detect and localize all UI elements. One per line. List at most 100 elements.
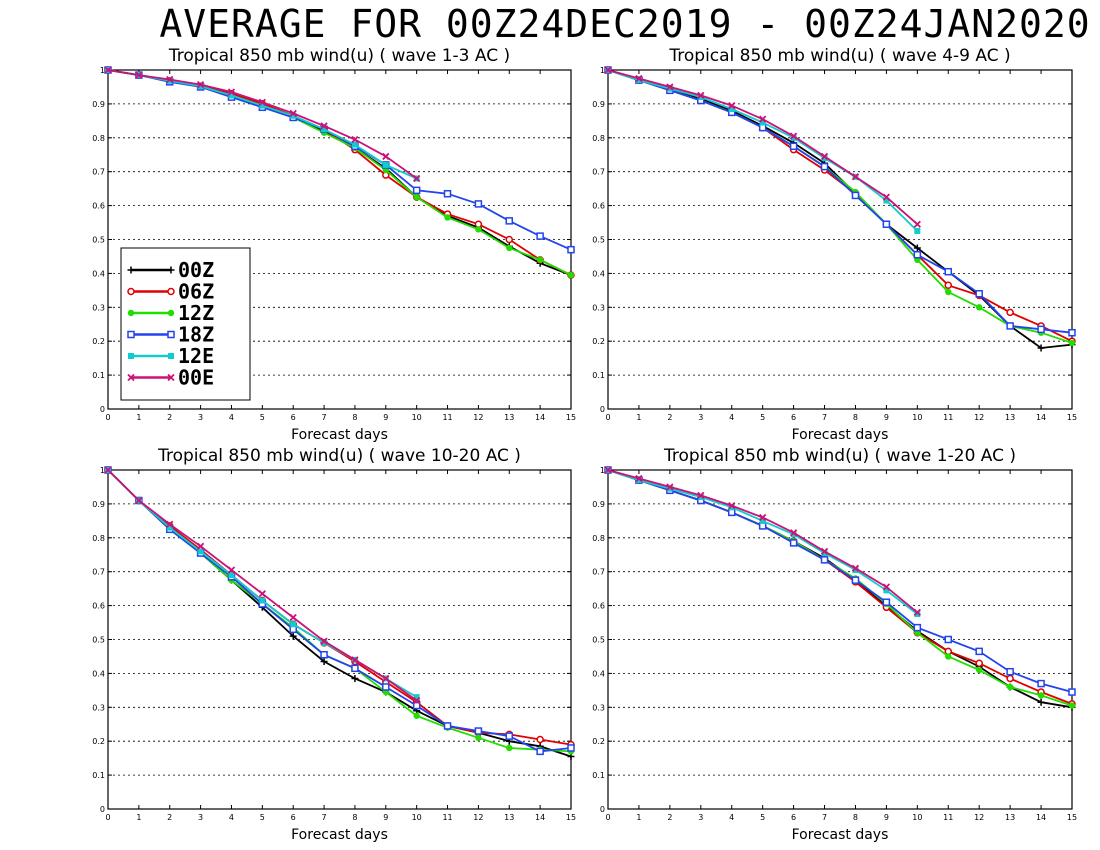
y-tick-label: 0.8 xyxy=(592,534,605,543)
data-point xyxy=(227,88,236,96)
x-tick-label: 9 xyxy=(884,813,889,822)
x-tick-label: 12 xyxy=(473,813,483,822)
x-tick-label: 4 xyxy=(229,413,234,422)
data-point xyxy=(1006,308,1014,317)
data-point xyxy=(820,162,829,171)
legend-label: 00E xyxy=(178,366,214,390)
x-tick-label: 10 xyxy=(412,813,422,822)
data-point xyxy=(697,91,705,100)
chart-title: Tropical 850 mb wind(u) ( wave 1-20 AC ) xyxy=(663,446,1016,466)
data-point xyxy=(944,267,953,276)
data-point xyxy=(475,226,482,233)
data-point xyxy=(505,732,514,740)
x-tick-label: 5 xyxy=(760,413,765,422)
y-tick-label: 1 xyxy=(100,466,105,475)
data-point xyxy=(321,639,328,646)
legend-label: 12Z xyxy=(178,301,214,325)
x-axis-label: Forecast days xyxy=(291,827,388,843)
data-point xyxy=(413,696,421,705)
data-point xyxy=(413,694,420,701)
y-tick-label: 0.3 xyxy=(92,703,105,712)
y-tick-label: 0.2 xyxy=(592,337,605,346)
x-tick-label: 13 xyxy=(504,813,514,822)
series-12z xyxy=(104,66,575,279)
data-point xyxy=(789,539,798,547)
chart-panel-4: Tropical 850 mb wind(u) ( wave 1-20 AC )… xyxy=(592,446,1077,843)
x-tick-label: 3 xyxy=(198,413,203,422)
x-tick-label: 12 xyxy=(974,413,984,422)
y-tick-label: 0 xyxy=(100,805,105,814)
series-line xyxy=(607,69,1073,349)
data-point xyxy=(351,141,358,148)
series-line xyxy=(107,69,572,251)
legend-entry-18z: 18Z xyxy=(127,323,214,347)
x-tick-label: 9 xyxy=(884,413,889,422)
data-point xyxy=(290,112,297,119)
data-point xyxy=(1068,688,1076,696)
x-tick-label: 8 xyxy=(352,413,357,422)
y-tick-label: 0.7 xyxy=(592,568,605,577)
x-tick-label: 6 xyxy=(291,813,296,822)
data-point xyxy=(104,466,112,474)
data-point xyxy=(1068,339,1076,347)
data-point xyxy=(666,85,673,92)
data-point xyxy=(851,191,860,200)
x-tick-label: 11 xyxy=(442,413,452,422)
x-tick-label: 4 xyxy=(729,813,734,822)
y-tick-label: 0.3 xyxy=(92,303,105,312)
series-line xyxy=(107,469,572,758)
x-tick-label: 2 xyxy=(667,413,672,422)
data-point xyxy=(197,83,204,90)
series-line xyxy=(607,469,1073,693)
y-tick-label: 0 xyxy=(600,805,605,814)
legend-marker xyxy=(167,287,175,296)
data-point xyxy=(913,244,921,252)
chart-panel-2: Tropical 850 mb wind(u) ( wave 4-9 AC ) 0… xyxy=(592,46,1077,443)
data-point xyxy=(475,734,482,742)
data-point xyxy=(882,220,891,228)
data-point xyxy=(913,608,921,617)
data-point xyxy=(259,597,266,604)
x-tick-label: 2 xyxy=(167,813,172,822)
x-tick-label: 6 xyxy=(791,413,796,422)
x-tick-label: 0 xyxy=(105,813,110,822)
y-tick-label: 1 xyxy=(100,66,105,75)
data-point xyxy=(789,142,798,151)
chart-title: Tropical 850 mb wind(u) ( wave 10-20 AC … xyxy=(157,446,521,466)
series-12z xyxy=(604,66,1076,347)
x-tick-label: 13 xyxy=(504,413,514,422)
legend-label: 00Z xyxy=(178,258,214,282)
data-point xyxy=(290,621,297,628)
legend-entry-12z: 12Z xyxy=(127,301,214,325)
data-point xyxy=(1037,344,1045,352)
x-axis-label: Forecast days xyxy=(291,427,388,443)
data-point xyxy=(228,572,235,579)
data-point xyxy=(1037,692,1045,699)
data-point xyxy=(975,647,983,656)
data-point xyxy=(851,173,860,181)
y-tick-label: 0.4 xyxy=(592,269,605,278)
data-point xyxy=(536,747,544,756)
x-tick-label: 1 xyxy=(136,813,141,822)
data-point xyxy=(945,288,952,296)
data-point xyxy=(320,651,328,659)
x-tick-label: 13 xyxy=(1005,413,1015,422)
data-point xyxy=(505,217,514,225)
legend-label: 18Z xyxy=(178,323,214,347)
series-00e xyxy=(604,66,921,228)
data-point xyxy=(166,75,174,84)
data-point xyxy=(728,105,735,112)
data-point xyxy=(506,244,513,252)
x-tick-label: 11 xyxy=(943,413,953,422)
data-point xyxy=(1006,674,1014,683)
data-point xyxy=(821,550,828,557)
x-tick-label: 14 xyxy=(535,413,545,422)
x-tick-label: 10 xyxy=(912,413,922,422)
data-point xyxy=(413,193,420,201)
y-tick-label: 0.6 xyxy=(592,602,605,611)
y-tick-label: 0.1 xyxy=(592,371,605,380)
chart-panel-3: Tropical 850 mb wind(u) ( wave 10-20 AC … xyxy=(92,446,576,843)
data-point xyxy=(1006,322,1014,330)
series-line xyxy=(607,69,1073,334)
